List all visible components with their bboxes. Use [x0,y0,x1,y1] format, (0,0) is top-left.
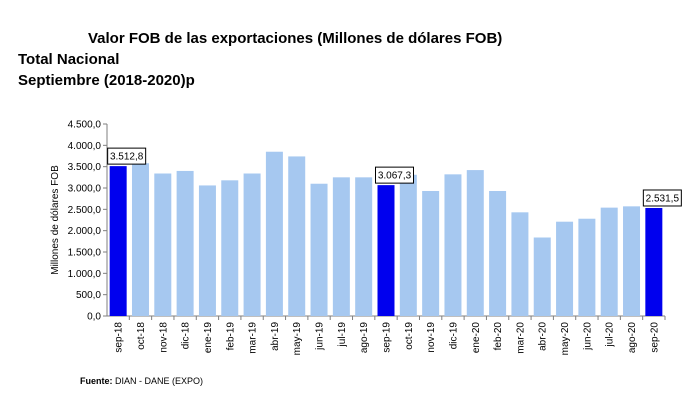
data-label-box [107,147,147,165]
bar-feb-20 [489,190,507,316]
bar-abr-20 [533,237,551,316]
x-tick-label: ene-20 [471,322,482,354]
y-tick-label: 3.000,0 [68,184,102,195]
bar-may-19 [288,156,306,316]
x-tick-label: ago-20 [627,322,638,354]
chart-subtitle-region: Total Nacional [18,51,120,68]
x-tick-label: jul-20 [605,322,616,348]
x-tick-label: jun-19 [315,322,326,351]
data-label: 3.512,8 [110,152,144,163]
x-tick-label: dic-18 [181,322,192,350]
y-tick-label: 1.000,0 [68,269,102,280]
bar-abr-19 [265,151,283,316]
source-note: Fuente: DIAN - DANE (EXPO) [80,376,203,386]
data-label-box [642,189,682,207]
y-tick-label: 0,0 [87,312,101,323]
chart-subtitle-period: Septiembre (2018-2020)p [18,72,195,89]
y-tick-label: 4.000,0 [68,141,102,152]
bar-mar-19 [243,173,261,316]
bar-oct-18 [131,163,149,316]
bar-jul-20 [600,207,618,316]
bar-ago-19 [355,177,373,316]
bar-sep-20 [645,207,663,316]
x-tick-label: sep-18 [114,322,125,353]
y-tick-label: 3.500,0 [68,162,102,173]
y-tick-label: 4.500,0 [68,120,102,131]
source-label: Fuente: [80,376,113,386]
x-tick-label: mar-20 [515,322,526,354]
y-tick-label: 500,0 [76,290,101,301]
y-axis-title: Millones de dólares FOB [50,165,61,275]
bar-sep-18 [109,166,127,316]
data-label: 3.067,3 [378,171,412,182]
bar-mar-20 [511,212,529,316]
chart-title: Valor FOB de las exportaciones (Millones… [88,30,503,47]
bar-nov-18 [154,173,172,316]
x-tick-label: jun-20 [582,322,593,351]
x-tick-label: nov-18 [158,322,169,353]
bar-dic-19 [444,174,462,316]
bar-ene-20 [466,170,484,316]
x-tick-label: may-19 [292,322,303,356]
bar-jul-19 [332,177,350,316]
bar-feb-19 [221,180,239,316]
y-tick-label: 2.000,0 [68,226,102,237]
x-tick-label: feb-20 [493,322,504,351]
x-tick-label: feb-19 [225,322,236,351]
bar-sep-19 [377,185,395,316]
bar-oct-19 [399,174,417,316]
data-label: 2.531,5 [646,193,680,204]
x-tick-label: dic-19 [448,322,459,350]
x-tick-label: sep-20 [649,322,660,353]
bar-nov-19 [422,190,440,316]
x-tick-label: oct-19 [404,322,415,350]
bar-jun-20 [578,218,596,316]
x-tick-label: sep-19 [382,322,393,353]
source-text: DIAN - DANE (EXPO) [115,376,204,386]
x-tick-label: nov-19 [426,322,437,353]
x-tick-label: ago-19 [359,322,370,354]
x-tick-label: oct-18 [136,322,147,350]
bar-dic-18 [176,170,194,316]
x-tick-label: may-20 [560,322,571,356]
y-tick-label: 2.500,0 [68,205,102,216]
bar-ene-19 [198,185,216,316]
x-tick-label: abr-19 [270,322,281,351]
bar-may-20 [556,221,574,316]
bar-ago-20 [623,206,641,316]
x-tick-label: ene-19 [203,322,214,354]
x-tick-label: mar-19 [248,322,259,354]
y-tick-label: 1.500,0 [68,248,102,259]
x-tick-label: abr-20 [538,322,549,351]
data-label-box [375,166,414,184]
x-tick-label: jul-19 [337,322,348,348]
bar-jun-19 [310,183,328,316]
